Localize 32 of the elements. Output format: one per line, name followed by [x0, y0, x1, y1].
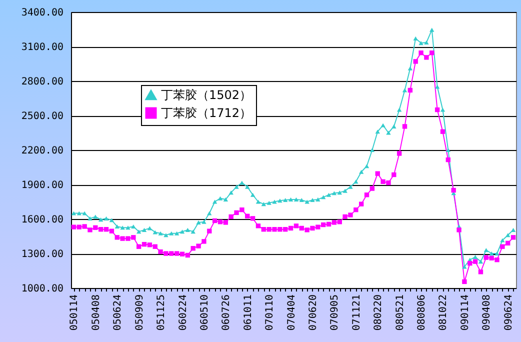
- y-tick-label: 2800.00: [21, 76, 64, 88]
- legend-label: 丁苯胶（1712）: [161, 106, 252, 120]
- y-tick-label: 2200.00: [21, 146, 64, 156]
- x-tick-label: 061011: [242, 294, 254, 331]
- x-tick-label: 090408: [482, 294, 493, 331]
- legend-label: 丁苯胶（1502）: [161, 88, 252, 102]
- x-tick-label: 070110: [264, 294, 276, 331]
- x-tick-label: 071121: [351, 294, 362, 331]
- x-tick-label: 050624: [112, 294, 124, 331]
- y-tick-label: 1600.00: [21, 214, 64, 226]
- y-tick-label: 2500.00: [21, 111, 64, 122]
- x-tick-label: 070905: [330, 294, 341, 331]
- x-tick-label: 060726: [221, 294, 232, 331]
- y-tick-label: 3100.00: [21, 42, 64, 53]
- x-tick-label: 050909: [134, 294, 146, 331]
- x-tick-label: 080806: [416, 294, 428, 331]
- y-tick-label: 1300.00: [21, 249, 64, 260]
- x-tick-label: 081022: [438, 294, 450, 331]
- x-tick-label: 080220: [373, 294, 384, 331]
- x-tick-label: 050114: [69, 294, 80, 331]
- x-tick-label: 070620: [308, 294, 319, 331]
- x-tick-label: 060510: [199, 294, 210, 331]
- x-tick-label: 060224: [178, 294, 189, 331]
- y-tick-label: 1900.00: [21, 180, 64, 191]
- x-tick-label: 090114: [460, 294, 471, 331]
- x-tick-label: 090624: [503, 294, 514, 331]
- x-tick-label: 080521: [394, 294, 406, 331]
- x-tick-label: 051125: [156, 294, 168, 331]
- y-tick-label: 1000.00: [21, 284, 64, 294]
- y-tick-label: 3400.00: [21, 8, 64, 18]
- x-tick-label: 050408: [90, 294, 102, 331]
- x-tick-label: 070404: [286, 294, 298, 331]
